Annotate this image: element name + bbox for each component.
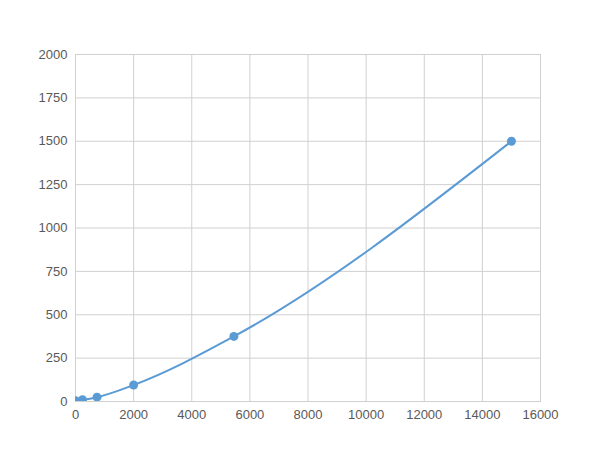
svg-text:2000: 2000 — [39, 47, 68, 62]
svg-text:750: 750 — [46, 264, 68, 279]
svg-text:2000: 2000 — [119, 407, 148, 422]
svg-text:14000: 14000 — [464, 407, 500, 422]
svg-text:10000: 10000 — [348, 407, 384, 422]
svg-text:1000: 1000 — [39, 220, 68, 235]
svg-text:1500: 1500 — [39, 133, 68, 148]
svg-text:16000: 16000 — [522, 407, 558, 422]
svg-text:0: 0 — [72, 407, 79, 422]
svg-text:0: 0 — [60, 394, 67, 409]
svg-text:250: 250 — [46, 350, 68, 365]
svg-text:8000: 8000 — [294, 407, 323, 422]
svg-text:6000: 6000 — [235, 407, 264, 422]
svg-text:1750: 1750 — [39, 90, 68, 105]
svg-text:4000: 4000 — [177, 407, 206, 422]
svg-text:500: 500 — [46, 307, 68, 322]
svg-text:1250: 1250 — [39, 177, 68, 192]
svg-text:12000: 12000 — [406, 407, 442, 422]
